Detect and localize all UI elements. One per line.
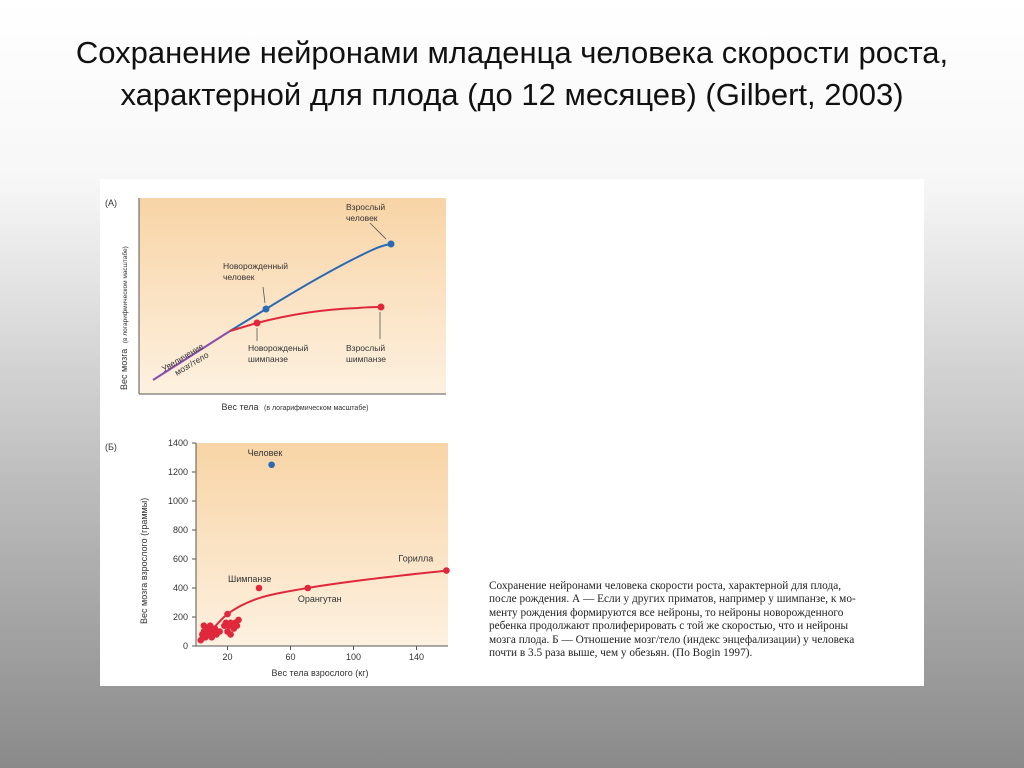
- label-adult-human: Взрослый человек: [346, 202, 387, 223]
- figure: (A) Вес мозга (в логарифмическом масштаб…: [100, 179, 924, 686]
- panel-b: (Б) Вес мозга взрослого (граммы) Вес тел…: [105, 438, 450, 678]
- y-tick-label: 800: [173, 525, 188, 535]
- point-adult-human: [387, 240, 395, 248]
- panel-b-xlabel: Вес тела взрослого (кг): [272, 668, 369, 678]
- primate-point: [227, 631, 234, 638]
- label-adult-chimp: Взрослый шимпанзе: [346, 343, 387, 364]
- panel-a-xlabel-main: Вес тела: [222, 402, 259, 412]
- y-tick-label: 400: [173, 583, 188, 593]
- point-chimpanzee: [255, 584, 263, 592]
- label-newborn-human: Новорожденный человек: [223, 261, 290, 282]
- primate-point: [197, 636, 205, 644]
- panel-a-background: [139, 198, 446, 394]
- point-label: Шимпанзе: [228, 574, 271, 584]
- point-human: [268, 461, 275, 469]
- panel-a-ylabel-note: (в логарифмическом масштабе): [121, 246, 129, 343]
- human-line: [229, 243, 392, 332]
- point-newborn-human: [262, 305, 270, 313]
- y-tick-label: 600: [173, 554, 188, 564]
- primate-point: [211, 625, 219, 632]
- slide-title: Сохранение нейронами младенца человека с…: [75, 35, 949, 112]
- y-tick-label: 0: [183, 641, 188, 651]
- svg-text:Вес мозга (в логариф: Вес мозга (в логарифмическом масштабе): [119, 246, 129, 390]
- point-gorilla: [443, 567, 450, 574]
- primate-point: [235, 616, 242, 624]
- figure-charts: (A) Вес мозга (в логарифмическом масштаб…: [105, 198, 450, 678]
- panel-a: (A) Вес мозга (в логарифмическом масштаб…: [105, 198, 446, 412]
- primate-point: [206, 622, 214, 629]
- leader-adult-human: [369, 222, 387, 240]
- x-tick-label: 60: [285, 652, 295, 662]
- point-label: Человек: [248, 448, 283, 458]
- panel-b-ylabel: Вес мозга взрослого (граммы): [139, 498, 149, 624]
- point-label: Орангутан: [298, 594, 342, 604]
- figure-caption: Сохранение нейронами человека скорости р…: [489, 580, 856, 660]
- panel-a-ylabel-main: Вес мозга: [119, 349, 129, 390]
- point-label: Горилла: [398, 554, 433, 564]
- point-newborn-chimp: [253, 319, 261, 327]
- panel-a-xlabel: Вес тела (в логарифмическом масштабе): [222, 402, 369, 412]
- label-newborn-chimp: Новорожденый шимпанзе: [248, 343, 311, 364]
- x-tick-label: 100: [346, 652, 361, 662]
- primate-point: [216, 628, 223, 635]
- y-tick-label: 1200: [168, 467, 188, 477]
- panel-b-background: [196, 443, 448, 646]
- primate-point: [233, 622, 241, 629]
- chimp-line: [229, 306, 382, 332]
- leader-newborn-human: [262, 286, 266, 304]
- y-tick-label: 1400: [168, 438, 188, 448]
- panel-b-ylabel-wrap: Вес мозга взрослого (граммы): [139, 498, 149, 624]
- x-tick-label: 20: [222, 652, 232, 662]
- y-tick-label: 200: [173, 612, 188, 622]
- primate-point: [227, 619, 234, 627]
- primate-point: [224, 610, 231, 618]
- panel-a-xlabel-note: (в логарифмическом масштабе): [264, 404, 368, 412]
- panel-b-label: (Б): [105, 442, 117, 452]
- trunk-line: [152, 330, 231, 381]
- y-tick-label: 1000: [168, 496, 188, 506]
- point-adult-chimp: [377, 303, 385, 311]
- x-tick-label: 140: [409, 652, 424, 662]
- panel-a-label: (A): [105, 198, 117, 208]
- point-orangutan: [304, 584, 312, 592]
- panel-a-ylabel: Вес мозга (в логарифмическом масштабе): [119, 246, 129, 390]
